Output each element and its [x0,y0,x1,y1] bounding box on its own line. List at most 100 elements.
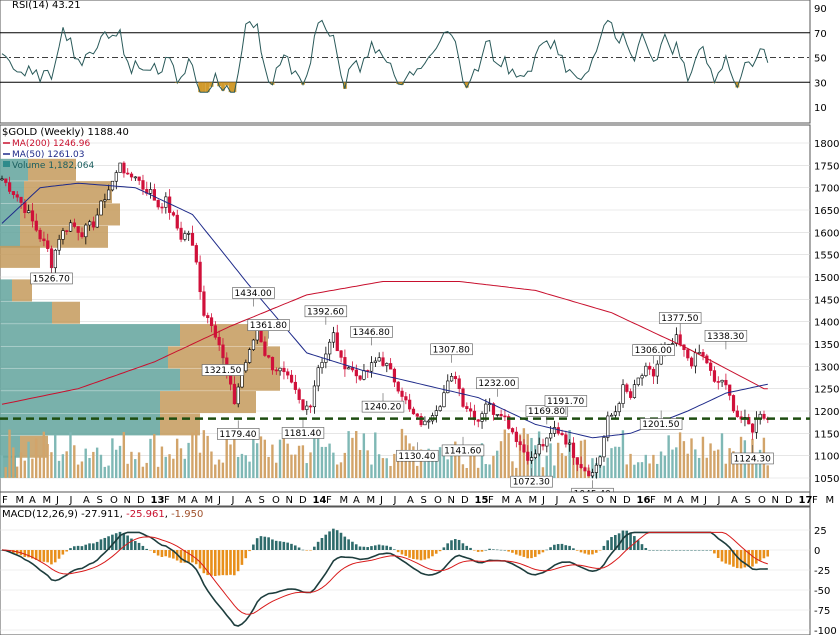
price-bar [720,379,724,383]
price-bar [655,363,659,377]
month-tick-label: D [137,495,145,506]
month-tick-label: A [245,495,252,506]
price-bar [362,370,366,380]
month-tick-label: F [2,495,8,506]
month-tick-label: J [703,495,707,506]
price-annotation: 1179.40 [219,430,256,440]
volume-bar [355,431,358,478]
macd-histogram-bar [309,550,312,551]
price-bar [293,381,297,390]
volume-bar [107,465,110,478]
price-bar [114,172,118,182]
ma50-legend: MA(50) 1261.03 [12,150,85,160]
volume-bar [351,437,354,478]
volume-bar [320,446,324,478]
volume-bar [4,467,7,478]
vbp-bar-down [20,203,120,226]
volume-bar [103,466,106,478]
month-tick-label: M [367,495,376,506]
price-bar [678,334,682,346]
volume-bar [435,458,438,478]
volume-bar [263,439,266,478]
macd-histogram-bar [343,536,347,550]
price-bar [168,196,172,213]
price-bar [514,431,518,442]
volume-bar [656,463,659,478]
macd-tick-label: 0 [814,546,820,557]
vbp-bar-down [0,245,40,268]
price-annotation: 1346.80 [353,328,390,338]
price-bar [579,464,583,468]
macd-histogram-bar [709,550,712,551]
month-tick-label: 15 [475,495,489,506]
macd-histogram-bar [518,550,522,556]
macd-histogram-bar [671,550,674,551]
volume-bar [183,458,186,478]
volume-bar [92,451,95,478]
price-bar [34,220,38,231]
volume-bar [50,452,53,478]
volume-bar [206,435,209,478]
volume-bar [255,443,259,478]
macd-label: MACD(12,26,9) -27.911, -25.961, -1.950 [2,509,203,520]
month-tick-label: N [286,495,293,506]
macd-histogram-bar [614,535,617,550]
price-bar [331,332,336,343]
price-bar [107,189,111,200]
macd-histogram-bar [69,548,72,550]
price-bar [602,437,606,458]
macd-histogram-bar [137,542,141,550]
annotation-box [232,287,275,299]
macd-histogram-bar [507,550,510,552]
price-bar [15,194,19,198]
month-tick-label: J [379,495,383,506]
price-bar [648,365,652,370]
macd-histogram-bar [400,550,404,555]
volume-bar [412,446,415,478]
annotation-box [639,418,683,430]
price-bar [545,437,549,447]
volume-bar [248,461,251,478]
month-tick-label: J [717,495,721,506]
price-bar [686,349,690,359]
price-bar [53,249,57,269]
price-bar [289,374,294,383]
rsi-oversold-fill [224,82,229,86]
volume-bar [210,451,213,478]
price-tick-label: 1250 [814,385,839,396]
macd-histogram-bar [141,545,145,550]
month-tick-label: D [461,495,469,506]
month-tick-label: A [407,495,414,506]
price-bar [609,414,614,417]
macd-histogram-bar [659,550,663,551]
macd-histogram-bar [697,550,701,551]
price-bar [61,230,65,240]
macd-histogram-bar [716,550,720,559]
month-tick-label: M [43,495,52,506]
volume-bar [160,446,164,478]
macd-histogram-bar [522,550,526,557]
volume-bar [286,443,289,478]
price-bar [438,406,442,411]
volume-bar [65,451,68,478]
price-tick-label: 1100 [814,452,839,463]
month-tick-label: M [664,495,673,506]
rsi-oversold-fill [217,82,222,87]
macd-histogram-bar [503,549,507,551]
price-bar [476,419,480,422]
month-tick-label: M [529,495,538,506]
price-tick-label: 1150 [814,429,839,440]
volume-bar [545,455,548,478]
price-bar [712,370,717,382]
vbp-bar-up [0,413,160,436]
volume-bar [168,454,171,478]
macd-histogram-bar [122,533,126,550]
price-tick-label: 1700 [814,184,839,195]
macd-histogram-bar [606,540,609,550]
volume-bar [724,463,727,478]
month-tick-label: 17 [799,495,813,506]
macd-histogram-bar [499,549,503,551]
macd-histogram-bar [766,550,770,557]
macd-histogram-bar [42,550,46,562]
macd-histogram-bar [370,546,373,550]
